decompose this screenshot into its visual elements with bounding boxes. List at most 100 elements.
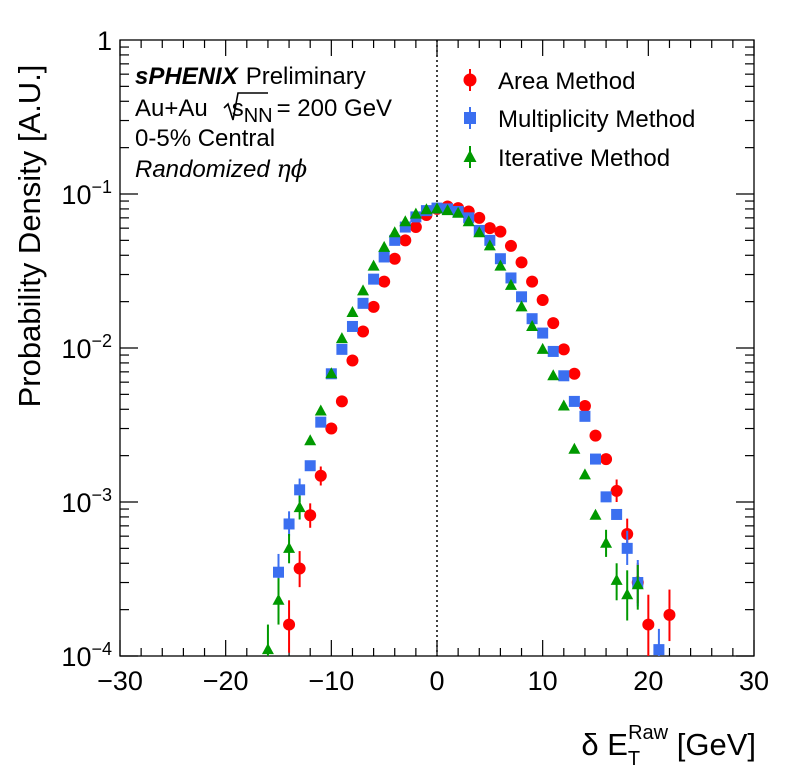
data-point-area xyxy=(515,256,528,269)
sqrt-symbol xyxy=(223,92,268,121)
data-point-iterative xyxy=(547,369,560,381)
system-prefix: Au+Au xyxy=(135,95,208,122)
method-symbols: ηϕ xyxy=(276,155,307,183)
data-point-area xyxy=(283,618,296,631)
data-point-multiplicity xyxy=(273,566,284,578)
y-tick-label: 10−1 xyxy=(61,177,112,210)
legend-entry-multiplicity: Multiplicity Method xyxy=(464,106,695,133)
data-point-iterative xyxy=(483,239,496,251)
data-point-area xyxy=(314,469,327,482)
data-point-iterative xyxy=(409,207,422,219)
y-tick-label-exponent: −2 xyxy=(91,331,112,351)
data-point-multiplicity xyxy=(304,460,316,472)
data-point-multiplicity xyxy=(368,273,380,285)
legend-label-multiplicity: Multiplicity Method xyxy=(498,106,695,133)
data-point-area xyxy=(367,300,380,313)
data-point-iterative xyxy=(631,578,644,590)
data-point-iterative xyxy=(346,306,359,318)
data-point-iterative xyxy=(494,259,507,271)
legend-label-iterative: Iterative Method xyxy=(498,145,670,172)
legend-marker-multiplicity xyxy=(464,112,476,124)
data-point-multiplicity xyxy=(357,297,369,309)
data-point-iterative xyxy=(388,226,401,238)
data-point-iterative xyxy=(536,342,549,354)
data-point-area xyxy=(335,395,348,408)
data-point-iterative xyxy=(420,203,433,215)
data-point-multiplicity xyxy=(600,491,612,503)
method-prefix: Randomized xyxy=(135,156,276,183)
data-point-iterative xyxy=(462,215,475,227)
x-axis-title-superscript: Raw xyxy=(628,722,669,744)
x-axis-title: δ ET Raw [GeV] xyxy=(581,722,756,770)
data-point-area xyxy=(504,239,517,252)
y-tick-label-base: 10 xyxy=(61,642,91,672)
data-point-multiplicity xyxy=(568,395,580,407)
data-point-area xyxy=(547,317,560,330)
data-point-iterative xyxy=(314,404,327,416)
x-tick-label: 20 xyxy=(633,666,663,696)
data-point-multiplicity xyxy=(590,453,601,465)
data-point-iterative xyxy=(568,442,581,454)
brand-label: sPHENIX xyxy=(135,63,240,90)
y-tick-label-exponent: −3 xyxy=(91,485,112,505)
data-point-area xyxy=(357,325,370,338)
data-point-multiplicity xyxy=(579,410,591,422)
series-triangle xyxy=(261,202,644,656)
data-point-iterative xyxy=(367,259,380,271)
legend-entry-iterative: Iterative Method xyxy=(463,145,670,172)
data-point-iterative xyxy=(473,226,486,238)
data-point-iterative xyxy=(452,206,465,218)
data-point-iterative xyxy=(441,204,454,216)
data-point-area xyxy=(388,252,401,265)
data-point-area xyxy=(600,453,613,466)
data-point-area xyxy=(557,343,570,356)
data-point-multiplicity xyxy=(336,343,348,355)
legend: Area Method Multiplicity Method Iterativ… xyxy=(463,68,695,172)
data-point-area xyxy=(536,293,549,306)
y-tick-label: 10−3 xyxy=(61,485,112,518)
x-tick-label: 0 xyxy=(429,666,444,696)
annotation-title: sPHENIX Preliminary xyxy=(135,63,366,90)
y-tick-label-base: 10 xyxy=(61,334,91,364)
legend-label-area: Area Method xyxy=(498,68,635,95)
data-point-iterative xyxy=(378,240,391,252)
x-tick-label: 30 xyxy=(739,666,769,696)
legend-marker-iterative xyxy=(463,150,477,162)
x-tick-label: −30 xyxy=(97,666,143,696)
data-point-area xyxy=(346,354,359,367)
data-point-iterative xyxy=(610,573,623,585)
x-axis-title-suffix: [GeV] xyxy=(668,727,756,762)
data-point-iterative xyxy=(589,508,602,520)
data-point-area xyxy=(589,429,602,442)
data-point-iterative xyxy=(261,643,274,655)
y-tick-label-base: 10 xyxy=(61,180,91,210)
x-tick-label: −20 xyxy=(203,666,249,696)
legend-entry-area: Area Method xyxy=(463,68,635,95)
data-point-area xyxy=(473,211,486,224)
data-point-multiplicity xyxy=(611,508,623,520)
data-point-multiplicity xyxy=(653,644,665,656)
data-point-multiplicity xyxy=(494,253,506,265)
data-point-multiplicity xyxy=(505,272,517,284)
data-point-area xyxy=(578,400,591,413)
data-point-multiplicity xyxy=(315,416,327,428)
data-point-area xyxy=(610,484,623,497)
y-tick-label: 10−4 xyxy=(61,639,112,672)
data-point-iterative xyxy=(515,300,528,312)
data-point-multiplicity xyxy=(516,291,528,303)
legend-marker-area xyxy=(463,73,477,87)
data-point-iterative xyxy=(357,284,370,296)
data-point-iterative xyxy=(600,536,613,548)
data-point-iterative xyxy=(293,501,306,513)
data-point-area xyxy=(494,225,507,238)
system-subscript: NN xyxy=(244,105,273,127)
data-point-iterative xyxy=(399,215,412,227)
data-point-multiplicity xyxy=(621,542,633,554)
data-point-multiplicity xyxy=(294,484,306,496)
data-point-iterative xyxy=(504,278,517,290)
data-point-multiplicity xyxy=(389,234,401,246)
data-point-iterative xyxy=(557,399,570,411)
data-point-area xyxy=(293,562,306,575)
data-point-area xyxy=(378,275,391,288)
